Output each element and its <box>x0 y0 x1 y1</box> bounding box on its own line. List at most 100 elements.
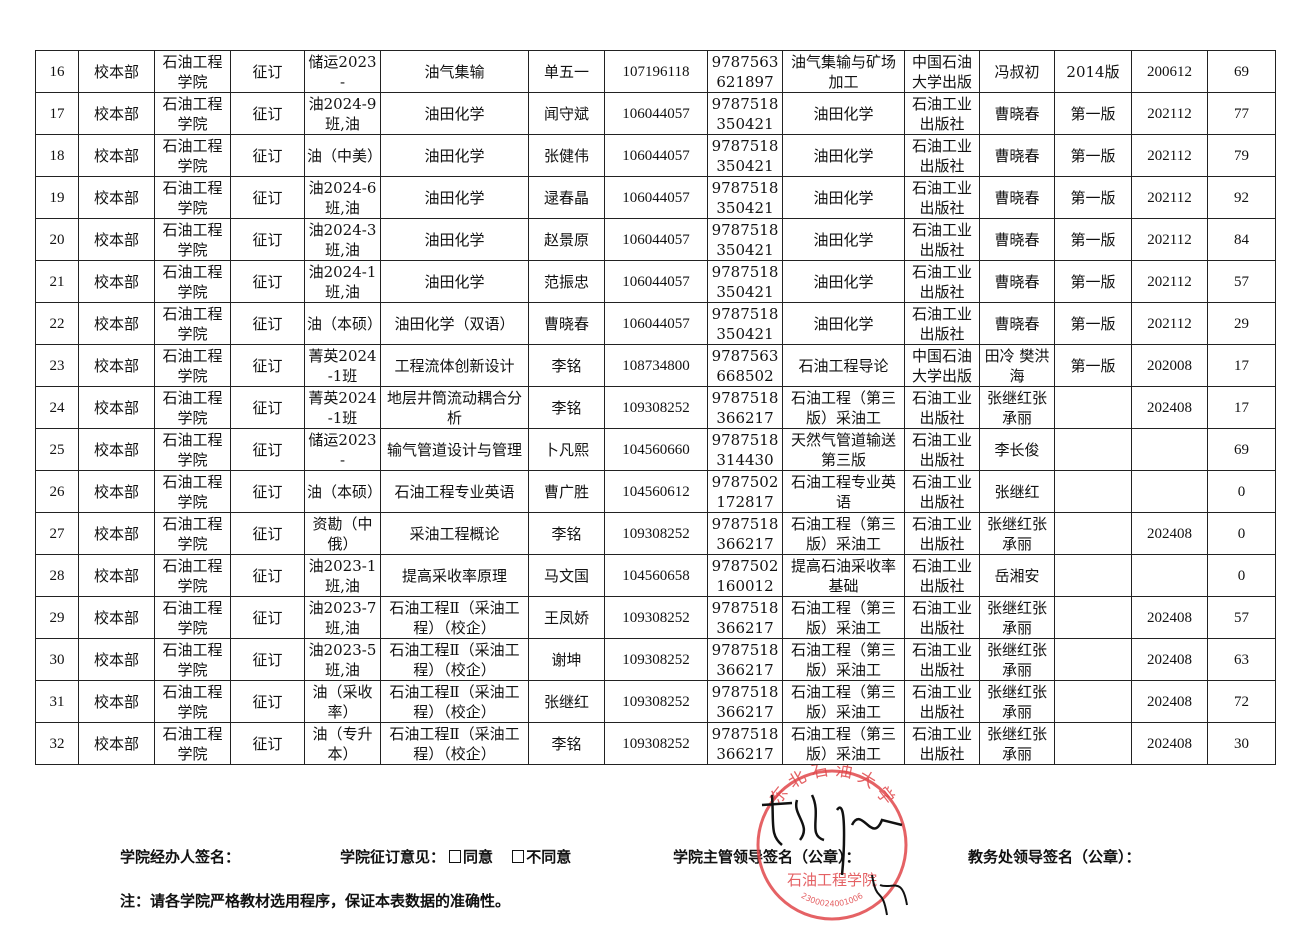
cell-college: 石油工程学院 <box>154 344 231 387</box>
course-name-text: 油田化学 <box>424 146 485 165</box>
row-number-text: 30 <box>49 651 65 668</box>
order-type-text: 征订 <box>252 692 283 711</box>
cell-order-type: 征订 <box>230 596 305 639</box>
cell-order-type: 征订 <box>230 302 305 345</box>
isbn-text: 9787518350421 <box>711 304 779 343</box>
quantity-text: 79 <box>1234 147 1249 164</box>
cell-order-type: 征订 <box>230 176 305 219</box>
campus-text: 校本部 <box>93 524 139 543</box>
office-signature-label: 教务处领导签名（公章）： <box>968 848 1141 866</box>
campus-text: 校本部 <box>93 692 139 711</box>
opinion-label: 学院征订意见： <box>340 848 446 866</box>
cell-isbn: 9787518350421 <box>707 92 783 135</box>
cell-publisher: 石油工业出版社 <box>904 218 980 261</box>
publish-date-text: 202408 <box>1147 651 1192 668</box>
cell-course-name: 石油工程Ⅱ（采油工程）（校企） <box>380 596 529 639</box>
cell-textbook-title: 石油工程专业英语 <box>782 470 905 513</box>
cell-course-code: 106044057 <box>604 218 708 261</box>
textbook-title-text: 油田化学 <box>813 104 874 123</box>
table-row: 17 校本部 石油工程学院 征订 油2024-9班,油 油田化学 闻守斌 106044057 9… <box>35 92 1276 135</box>
cell-order-type: 征订 <box>230 680 305 723</box>
cell-course-code: 109308252 <box>604 512 708 555</box>
row-number-text: 19 <box>49 189 65 206</box>
quantity-text: 77 <box>1234 105 1249 122</box>
campus-text: 校本部 <box>93 146 139 165</box>
cell-college: 石油工程学院 <box>154 50 231 93</box>
cell-isbn: 9787563621897 <box>707 50 783 93</box>
footnote: 注：请各学院严格教材选用程序，保证本表数据的准确性。 <box>120 892 511 910</box>
cell-quantity: 17 <box>1207 344 1276 387</box>
course-name-text: 采油工程概论 <box>409 524 500 543</box>
cell-course-name: 提高采收率原理 <box>380 554 529 597</box>
campus-text: 校本部 <box>93 314 139 333</box>
cell-course-name: 油气集输 <box>380 50 529 93</box>
order-type-text: 征订 <box>252 188 283 207</box>
class-text: 资勘（中俄） <box>312 514 373 553</box>
textbook-title-text: 石油工程（第三版）采油工 <box>790 388 896 427</box>
order-type-text: 征订 <box>252 62 283 81</box>
cell-course-code: 109308252 <box>604 722 708 765</box>
cell-order-type: 征订 <box>230 260 305 303</box>
cell-college: 石油工程学院 <box>154 470 231 513</box>
table-row: 25 校本部 石油工程学院 征订 储运2023- 输气管道设计与管理 卜凡熙 10456066… <box>35 428 1276 471</box>
teacher-text: 闻守斌 <box>543 104 589 123</box>
publish-date-text: 202112 <box>1147 273 1192 290</box>
isbn-text: 9787518366217 <box>711 598 779 637</box>
isbn-text: 9787563621897 <box>711 52 779 91</box>
cell-quantity: 29 <box>1207 302 1276 345</box>
cell-quantity: 84 <box>1207 218 1276 261</box>
cell-quantity: 30 <box>1207 722 1276 765</box>
cell-textbook-title: 石油工程（第三版）采油工 <box>782 722 905 765</box>
cell-edition: 第一版 <box>1054 302 1132 345</box>
cell-author: 曹晓春 <box>979 260 1055 303</box>
agree-checkbox[interactable] <box>449 850 462 863</box>
cell-textbook-title: 石油工程（第三版）采油工 <box>782 638 905 681</box>
cell-quantity: 0 <box>1207 554 1276 597</box>
cell-publish-date <box>1131 554 1208 597</box>
publish-date-text: 202408 <box>1147 735 1192 752</box>
cell-campus: 校本部 <box>78 344 155 387</box>
quantity-text: 29 <box>1234 315 1249 332</box>
cell-row-number: 23 <box>35 344 79 387</box>
cell-class: 油2024-3班,油 <box>304 218 381 261</box>
order-type-text: 征订 <box>252 650 283 669</box>
table-row: 19 校本部 石油工程学院 征订 油2024-6班,油 油田化学 逯春晶 106044057 9… <box>35 176 1276 219</box>
publish-date-text: 202112 <box>1147 147 1192 164</box>
textbook-title-text: 石油工程导论 <box>798 356 889 375</box>
cell-course-code: 109308252 <box>604 386 708 429</box>
course-code-text: 109308252 <box>622 609 690 626</box>
cell-publisher: 石油工业出版社 <box>904 596 980 639</box>
quantity-text: 92 <box>1234 189 1249 206</box>
course-code-text: 106044057 <box>622 273 690 290</box>
table-row: 21 校本部 石油工程学院 征订 油2024-1班,油 油田化学 范振忠 106044057 9… <box>35 260 1276 303</box>
publish-date-text: 200612 <box>1147 63 1192 80</box>
edition-text: 第一版 <box>1070 314 1116 333</box>
cell-college: 石油工程学院 <box>154 722 231 765</box>
cell-textbook-title: 油田化学 <box>782 176 905 219</box>
cell-teacher: 李铭 <box>528 512 605 555</box>
cell-row-number: 19 <box>35 176 79 219</box>
cell-publisher: 石油工业出版社 <box>904 428 980 471</box>
publish-date-text: 202408 <box>1147 609 1192 626</box>
quantity-text: 69 <box>1234 63 1249 80</box>
cell-quantity: 0 <box>1207 470 1276 513</box>
cell-order-type: 征订 <box>230 638 305 681</box>
course-code-text: 106044057 <box>622 315 690 332</box>
disagree-checkbox[interactable] <box>512 850 525 863</box>
svg-text:2300024001006: 2300024001006 <box>799 891 864 908</box>
teacher-text: 马文国 <box>543 566 589 585</box>
quantity-text: 63 <box>1234 651 1249 668</box>
cell-textbook-title: 天然气管道输送 第三版 <box>782 428 905 471</box>
cell-isbn: 9787518350421 <box>707 176 783 219</box>
cell-class: 菁英2024-1班 <box>304 386 381 429</box>
isbn-text: 9787518350421 <box>711 178 779 217</box>
college-text: 石油工程学院 <box>162 388 223 427</box>
cell-textbook-title: 石油工程（第三版）采油工 <box>782 596 905 639</box>
cell-isbn: 9787502172817 <box>707 470 783 513</box>
order-type-text: 征订 <box>252 608 283 627</box>
cell-campus: 校本部 <box>78 680 155 723</box>
campus-text: 校本部 <box>93 650 139 669</box>
cell-campus: 校本部 <box>78 596 155 639</box>
cell-teacher: 卜凡熙 <box>528 428 605 471</box>
author-text: 张继红 <box>994 482 1040 501</box>
